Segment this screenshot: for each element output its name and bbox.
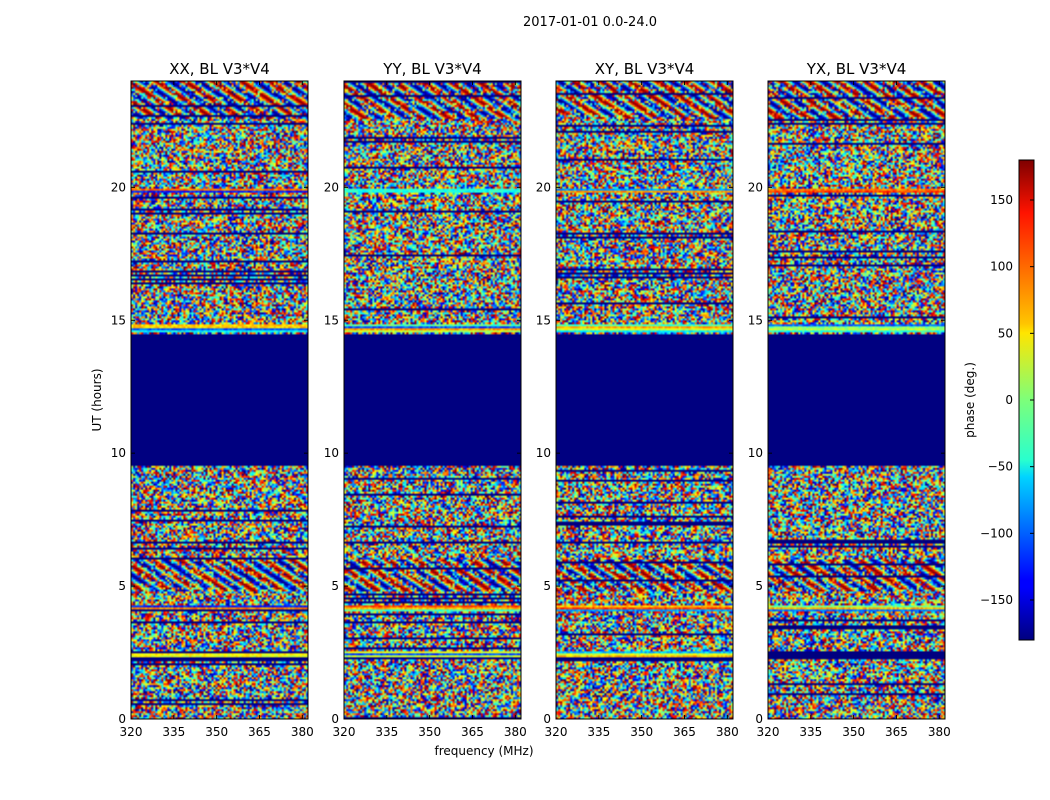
y-tick-label: 5 <box>118 579 126 593</box>
y-tick-label: 15 <box>324 313 339 327</box>
x-tick-label: 380 <box>291 725 314 739</box>
heatmap-image <box>131 81 308 719</box>
y-tick-label: 20 <box>111 180 126 194</box>
y-tick-label: 0 <box>118 712 126 726</box>
panel-frame <box>343 80 522 720</box>
y-tick-label: 10 <box>536 446 551 460</box>
figure-suptitle: 2017-01-01 0.0-24.0 <box>523 15 657 30</box>
y-tick-label: 20 <box>536 180 551 194</box>
colorbar-tick-label: 100 <box>990 260 1013 274</box>
x-tick-label: 380 <box>504 725 527 739</box>
colorbar-tick-label: 50 <box>998 326 1013 340</box>
heatmap-image <box>344 81 521 719</box>
y-tick-label: 5 <box>331 579 339 593</box>
y-tick-label: 10 <box>324 446 339 460</box>
y-tick-label: 5 <box>755 579 763 593</box>
x-tick-label: 350 <box>842 725 865 739</box>
colorbar: −150 −100 −50 0 50 100 150 phase (deg.) <box>963 159 1035 641</box>
x-tick-label: 380 <box>716 725 739 739</box>
y-tick-label: 0 <box>755 712 763 726</box>
x-tick-label: 365 <box>461 725 484 739</box>
colorbar-tick-label: −50 <box>988 460 1013 474</box>
x-tick-label: 365 <box>885 725 908 739</box>
y-tick-label: 20 <box>324 180 339 194</box>
colorbar-tick-label: 0 <box>1005 393 1013 407</box>
colorbar-ticks: −150 −100 −50 0 50 100 150 <box>980 193 1034 607</box>
heatmap-image <box>768 81 945 719</box>
panel-title: XY, BL V3*V4 <box>595 60 695 78</box>
x-tick-label: 335 <box>799 725 822 739</box>
panel-frame <box>130 80 309 720</box>
colorbar-tick-label: 150 <box>990 193 1013 207</box>
x-tick-label: 320 <box>757 725 780 739</box>
panel-1: XX, BL V3*V4 320 335 350 365 380 0 5 10 15 20 <box>111 60 314 739</box>
y-tick-label: 15 <box>111 313 126 327</box>
x-tick-label: 350 <box>630 725 653 739</box>
x-tick-label: 320 <box>120 725 143 739</box>
y-tick-label: 5 <box>543 579 551 593</box>
colorbar-tick-label: −100 <box>980 526 1013 540</box>
x-tick-label: 380 <box>928 725 951 739</box>
x-tick-label: 320 <box>333 725 356 739</box>
heatmap-image <box>556 81 733 719</box>
colorbar-label: phase (deg.) <box>963 362 977 438</box>
colorbar-tick-label: −150 <box>980 593 1013 607</box>
x-tick-label: 320 <box>545 725 568 739</box>
x-tick-label: 365 <box>673 725 696 739</box>
panel-4: YX, BL V3*V4 320 335 350 365 380 0 5 10 15 20 <box>748 60 951 739</box>
panel-title: XX, BL V3*V4 <box>169 60 270 78</box>
panel-frame <box>555 80 734 720</box>
y-tick-label: 0 <box>543 712 551 726</box>
panel-3: XY, BL V3*V4 320 335 350 365 380 0 5 10 15 20 <box>536 60 739 739</box>
y-tick-label: 0 <box>331 712 339 726</box>
x-tick-label: 350 <box>418 725 441 739</box>
panel-title: YX, BL V3*V4 <box>806 60 907 78</box>
x-tick-label: 335 <box>162 725 185 739</box>
x-tick-label: 350 <box>205 725 228 739</box>
y-tick-label: 20 <box>748 180 763 194</box>
x-tick-label: 335 <box>587 725 610 739</box>
y-tick-label: 10 <box>111 446 126 460</box>
y-tick-label: 15 <box>536 313 551 327</box>
y-axis-label: UT (hours) <box>90 368 104 431</box>
x-axis-label: frequency (MHz) <box>434 744 533 758</box>
panel-2: YY, BL V3*V4 320 335 350 365 380 0 5 10 15 20 <box>324 60 527 739</box>
panel-title: YY, BL V3*V4 <box>382 60 481 78</box>
panel-frame <box>767 80 946 720</box>
y-tick-label: 10 <box>748 446 763 460</box>
y-tick-label: 15 <box>748 313 763 327</box>
x-tick-label: 335 <box>375 725 398 739</box>
x-tick-label: 365 <box>248 725 271 739</box>
